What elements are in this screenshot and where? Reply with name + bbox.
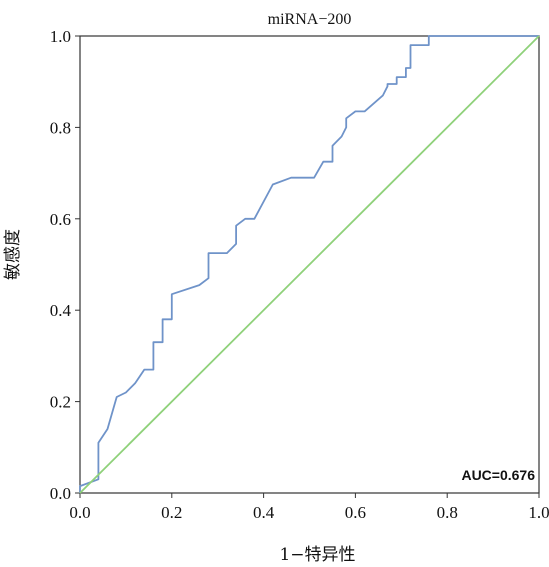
chart-title: miRNA−200 xyxy=(268,11,352,28)
x-tick-label: 1.0 xyxy=(528,503,549,522)
auc-annotation: AUC=0.676 xyxy=(461,467,535,483)
y-tick-label: 0.8 xyxy=(50,118,71,137)
y-tick-label: 0.4 xyxy=(50,301,72,320)
plot-frame xyxy=(79,35,540,494)
x-axis-title: 1−特异性 xyxy=(279,545,355,565)
series-layer xyxy=(79,35,540,494)
y-tick-label: 0.0 xyxy=(50,484,71,503)
axes-layer: 0.0 0.2 0.4 0.6 0.8 1.0 0.0 0.2 0.4 0.6 0.8 1.0 xyxy=(50,27,549,522)
x-tick-label: 0.0 xyxy=(69,503,90,522)
y-tick-label: 0.2 xyxy=(50,393,71,412)
y-tick-label: 0.6 xyxy=(50,210,71,229)
x-tick-label: 0.2 xyxy=(161,503,182,522)
y-axis-title: 敏感度 xyxy=(3,229,23,280)
x-tick-label: 0.6 xyxy=(345,503,366,522)
reference-curve xyxy=(79,35,540,494)
x-tick-label: 0.4 xyxy=(253,503,275,522)
x-tick-label: 0.8 xyxy=(437,503,458,522)
y-tick-label: 1.0 xyxy=(50,27,71,46)
roc-curve xyxy=(79,35,539,493)
